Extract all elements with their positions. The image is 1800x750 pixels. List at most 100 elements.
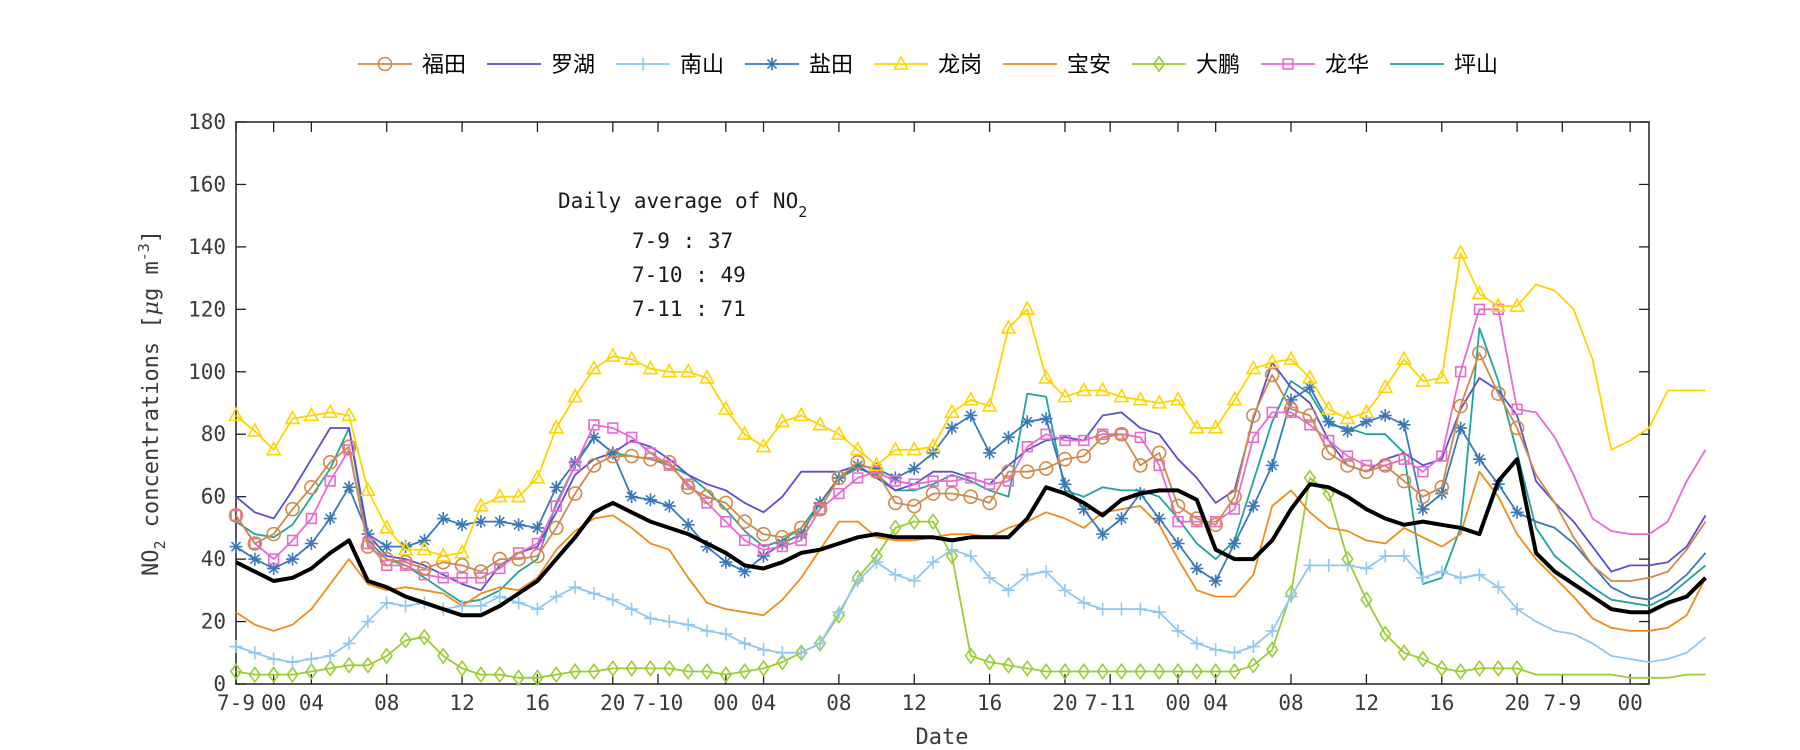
data-point [549,590,563,604]
legend-item: 坪山 [1390,53,1498,78]
data-point [1320,400,1337,415]
legend-label: 龙岗 [938,53,982,78]
data-point [1207,419,1224,434]
x-tick-label: 12 [449,691,474,715]
legend-label: 福田 [422,53,466,78]
data-point [286,655,300,669]
data-point [1001,464,1016,479]
data-point [868,456,885,472]
data-point [888,568,902,582]
data-point [1453,398,1468,414]
data-point [1151,445,1167,461]
data-point [1452,244,1469,259]
data-point [228,406,244,422]
data-point [870,462,884,476]
data-point [229,663,243,681]
data-point [360,481,376,497]
data-point [1002,656,1015,674]
data-point [399,599,413,613]
data-point [945,547,959,565]
data-point [1491,580,1505,594]
legend-item: 宝安 [1003,53,1111,78]
data-point [681,618,695,632]
data-point [1397,549,1411,563]
data-point [1171,663,1185,681]
data-point [1265,624,1279,638]
data-point [757,643,771,657]
data-point [568,663,582,681]
data-point [795,534,807,547]
data-point [757,549,771,563]
data-point [322,403,339,419]
data-point [398,554,413,570]
x-tick-label: 20 [1052,691,1077,715]
data-point [587,663,601,681]
data-point [813,634,827,652]
data-point [1397,644,1411,662]
data-point [248,552,262,566]
data-point [887,441,904,456]
data-point [1434,479,1450,495]
data-point [1151,394,1168,409]
data-point [493,666,506,684]
data-point [304,479,319,495]
data-point [548,419,565,434]
x-tick-label: 12 [902,691,927,715]
data-point [717,400,734,415]
data-point [1358,403,1375,419]
data-point [643,493,657,507]
series-line-7 [230,303,1707,584]
data-point [1416,571,1430,585]
data-point [1152,512,1166,526]
data-point [531,669,544,687]
data-point [1435,659,1448,677]
data-point [455,518,469,532]
data-point [1360,459,1373,472]
data-point [1228,646,1242,660]
data-point [1190,636,1204,650]
annotation-line-1: 7-9 : 37 [632,229,733,253]
data-point [607,422,619,434]
data-point [813,636,827,650]
data-point [625,490,639,504]
data-point [435,547,452,562]
data-point [1114,512,1128,526]
data-point [418,569,431,581]
data-point [1001,430,1015,444]
data-point [1170,498,1186,514]
legend-item: 福田 [358,53,466,78]
data-point [965,472,977,484]
data-point [229,540,243,554]
x-tick-label: 00 [1165,691,1190,715]
data-point [1209,663,1222,681]
data-point [1152,55,1166,73]
data-point [945,421,959,435]
data-point [1171,624,1185,638]
data-point [531,537,544,550]
data-point [1246,499,1260,513]
data-point [1323,434,1335,447]
data-point [662,499,676,513]
data-point [1019,464,1035,479]
data-point [1171,537,1185,550]
data-point [870,466,883,478]
data-point [1114,602,1128,616]
data-point [757,544,770,556]
data-point [512,669,525,687]
data-point [624,448,639,464]
data-point [588,419,600,431]
data-point [1059,434,1071,447]
data-point [473,497,489,512]
data-point [265,441,282,456]
data-point [360,539,376,554]
data-point [1226,391,1243,406]
data-point [1511,403,1523,415]
data-point [1509,297,1525,312]
data-point [738,636,752,650]
data-point [1510,505,1524,519]
data-point [605,448,621,464]
data-point [567,486,583,501]
data-point [1152,605,1166,619]
data-point [983,653,996,671]
data-point [1057,451,1073,467]
